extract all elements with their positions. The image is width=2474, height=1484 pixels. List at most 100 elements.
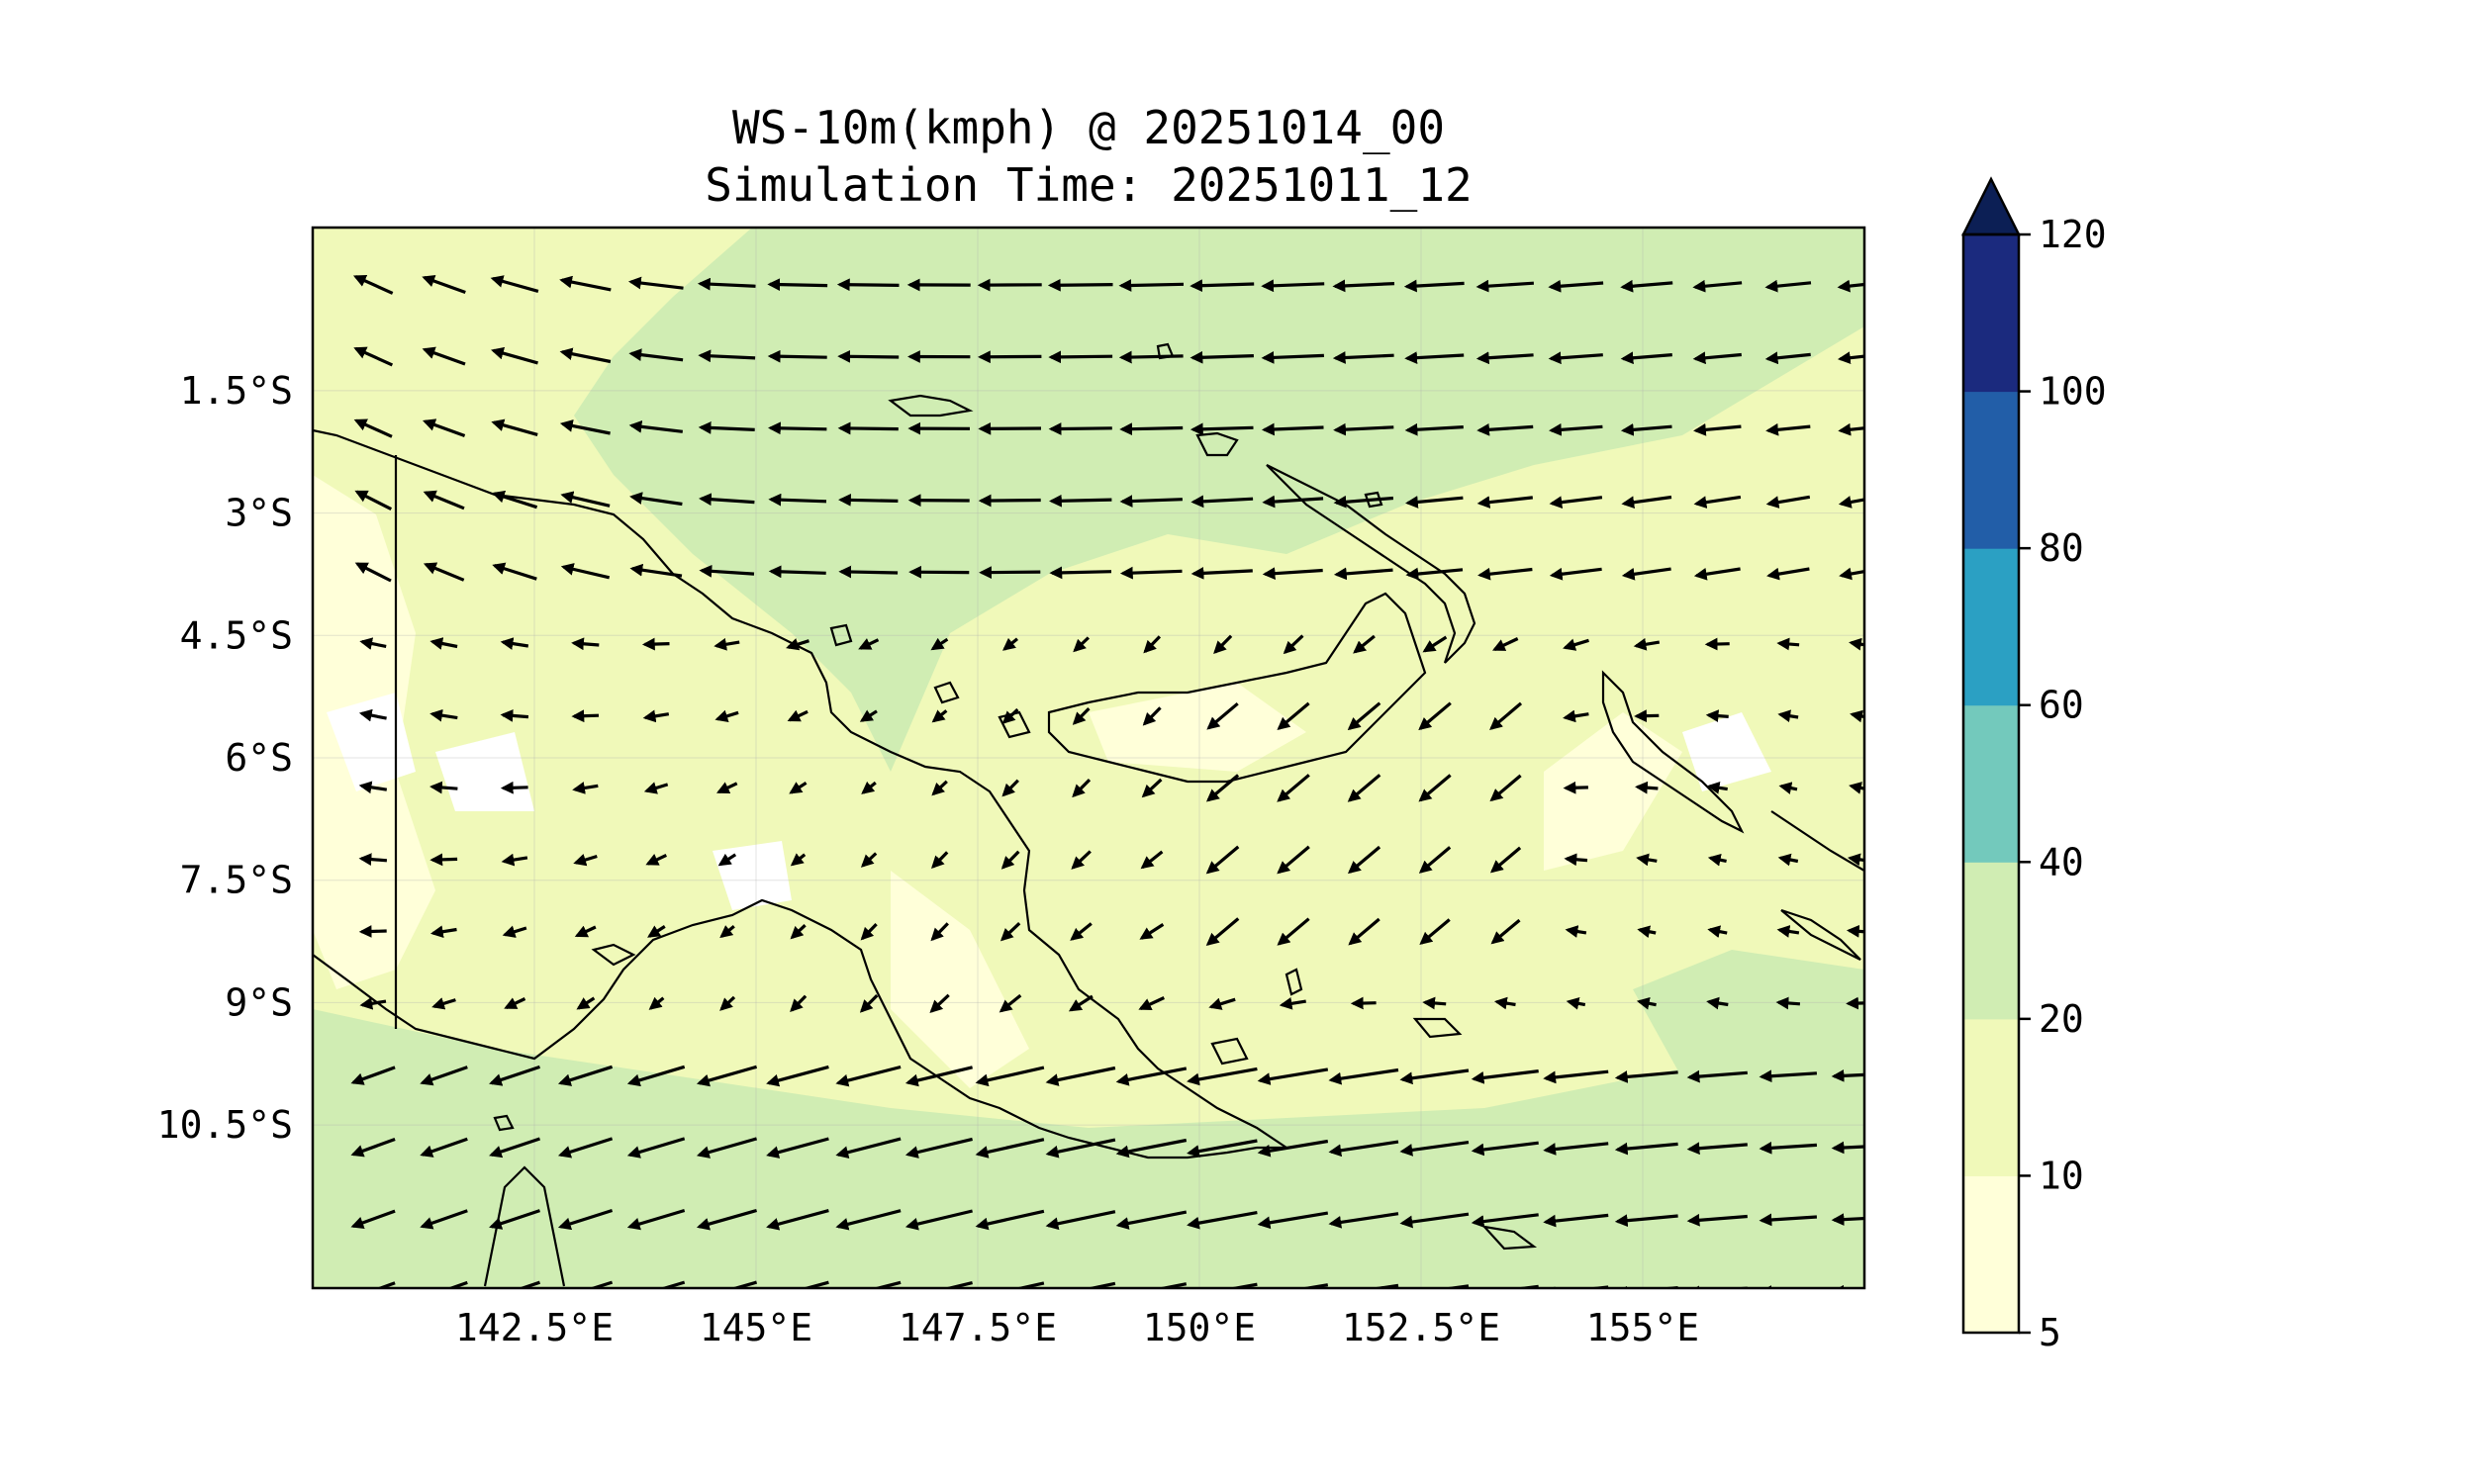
wind-vector (1686, 1213, 1748, 1227)
lat-tick-label: 10.5°S (157, 1103, 293, 1147)
wind-vector (1566, 997, 1586, 1010)
wind-vector (1837, 351, 1864, 365)
wind-vector (1277, 917, 1310, 946)
wind-vector (626, 1137, 686, 1159)
wind-vector (1831, 1284, 1845, 1288)
colorbar-tick-label: 5 (2039, 1311, 2061, 1354)
colorbar-segment-20-40 (1963, 862, 2019, 1020)
wind-vector (1543, 1213, 1609, 1228)
wind-vector (423, 490, 465, 510)
wind-vector (350, 1137, 396, 1158)
wind-vector (358, 708, 387, 722)
wind-vector (930, 922, 949, 942)
wind-vector (659, 1280, 686, 1288)
wind-calm-patch-1 (327, 693, 416, 791)
wind-vector (859, 993, 879, 1013)
wind-vector (768, 421, 827, 435)
wind-vector (1418, 774, 1452, 802)
wind-vector (1262, 567, 1323, 581)
wind-vector (1490, 918, 1521, 945)
wind-vector (978, 494, 1041, 508)
coastlines (313, 342, 1864, 1287)
wind-vector (1261, 351, 1324, 364)
wind-vector (559, 347, 612, 364)
wind-vector (1279, 997, 1306, 1010)
map-frame (311, 226, 1866, 1290)
wind-vector (422, 346, 466, 366)
map-title: WS-10m(kmph) @ 20251014_00 (732, 101, 1445, 154)
wind-vector (1404, 351, 1465, 365)
lat-tick-label: 4.5°S (180, 613, 293, 657)
wind-vectors (350, 274, 1864, 1288)
coastline-bougainville (1601, 670, 1745, 834)
lon-tick-label: 150°E (1143, 1306, 1256, 1349)
wind-vector (574, 925, 597, 938)
wind-vector (1471, 1213, 1539, 1228)
wind-vector (1353, 634, 1376, 654)
wind-vector (1119, 422, 1184, 436)
wind-vector (838, 494, 899, 507)
wind-vector (1333, 495, 1394, 509)
wind-calm-patch-4 (1682, 712, 1771, 791)
coastline-trobriand (1285, 968, 1303, 996)
coastline-bismarck-reef (1364, 491, 1383, 509)
wind-vector (1277, 701, 1310, 730)
wind-vector (1693, 422, 1742, 436)
wind-vector (1118, 279, 1185, 292)
wind-vector (1328, 1067, 1399, 1085)
wind-vector (1621, 495, 1672, 510)
coastline-new-hanover (1195, 431, 1239, 457)
wind-vector (719, 925, 735, 939)
wind-vector (1206, 701, 1239, 730)
wind-vector (904, 1137, 973, 1159)
wind-vector (1119, 566, 1183, 580)
lon-tick-label: 147.5°E (899, 1306, 1057, 1349)
wind-vector (1549, 496, 1603, 510)
lon-tick-label: 145°E (700, 1306, 812, 1349)
wind-vector (518, 1280, 541, 1288)
wind-vector (1846, 996, 1864, 1010)
wind-vector (1775, 996, 1801, 1010)
wind-vector (1831, 1069, 1864, 1082)
wind-vector (1549, 567, 1602, 581)
wind-vector (647, 925, 666, 938)
lat-tick-label: 3°S (225, 492, 293, 535)
wind-vector (717, 853, 737, 867)
wind-vector (350, 1209, 396, 1230)
wind-vector (835, 1065, 902, 1087)
wind-vector (835, 1209, 902, 1231)
wind-vector (1227, 1282, 1258, 1288)
wind-vector (500, 637, 529, 650)
wind-vector (1543, 1069, 1609, 1084)
wind-vector (423, 562, 465, 582)
wind-vector (768, 565, 826, 579)
colorbar-tick-label: 80 (2039, 526, 2084, 570)
wind-vector (1706, 782, 1728, 794)
wind-vector (714, 709, 739, 722)
wind-vector (557, 1208, 614, 1231)
wind-vector (1115, 1138, 1188, 1159)
coastline-long-island (933, 681, 960, 704)
wind-vector (929, 993, 950, 1013)
wind-vector (699, 564, 755, 578)
wind-vector (1045, 1138, 1116, 1159)
wind-vector (491, 346, 538, 365)
wind-vector (1620, 351, 1672, 365)
wind-vector (1049, 494, 1112, 508)
wind-vector (767, 349, 827, 363)
wind-vector (502, 925, 527, 938)
wind-vector (1189, 422, 1254, 436)
wind-vector (1049, 566, 1112, 580)
coastline-woodlark (1412, 1017, 1463, 1039)
wind-band-5-10-central (891, 871, 1029, 1088)
wind-vector (628, 348, 684, 362)
wind-vector (1115, 1210, 1188, 1230)
wind-vector (1328, 1212, 1399, 1229)
wind-vector (1142, 706, 1162, 726)
wind-vector (1777, 853, 1799, 867)
wind-vector (1333, 422, 1394, 436)
wind-vector (859, 709, 878, 722)
wind-vector (730, 1280, 758, 1288)
wind-vector (1187, 1139, 1258, 1158)
wind-vector (628, 419, 683, 433)
